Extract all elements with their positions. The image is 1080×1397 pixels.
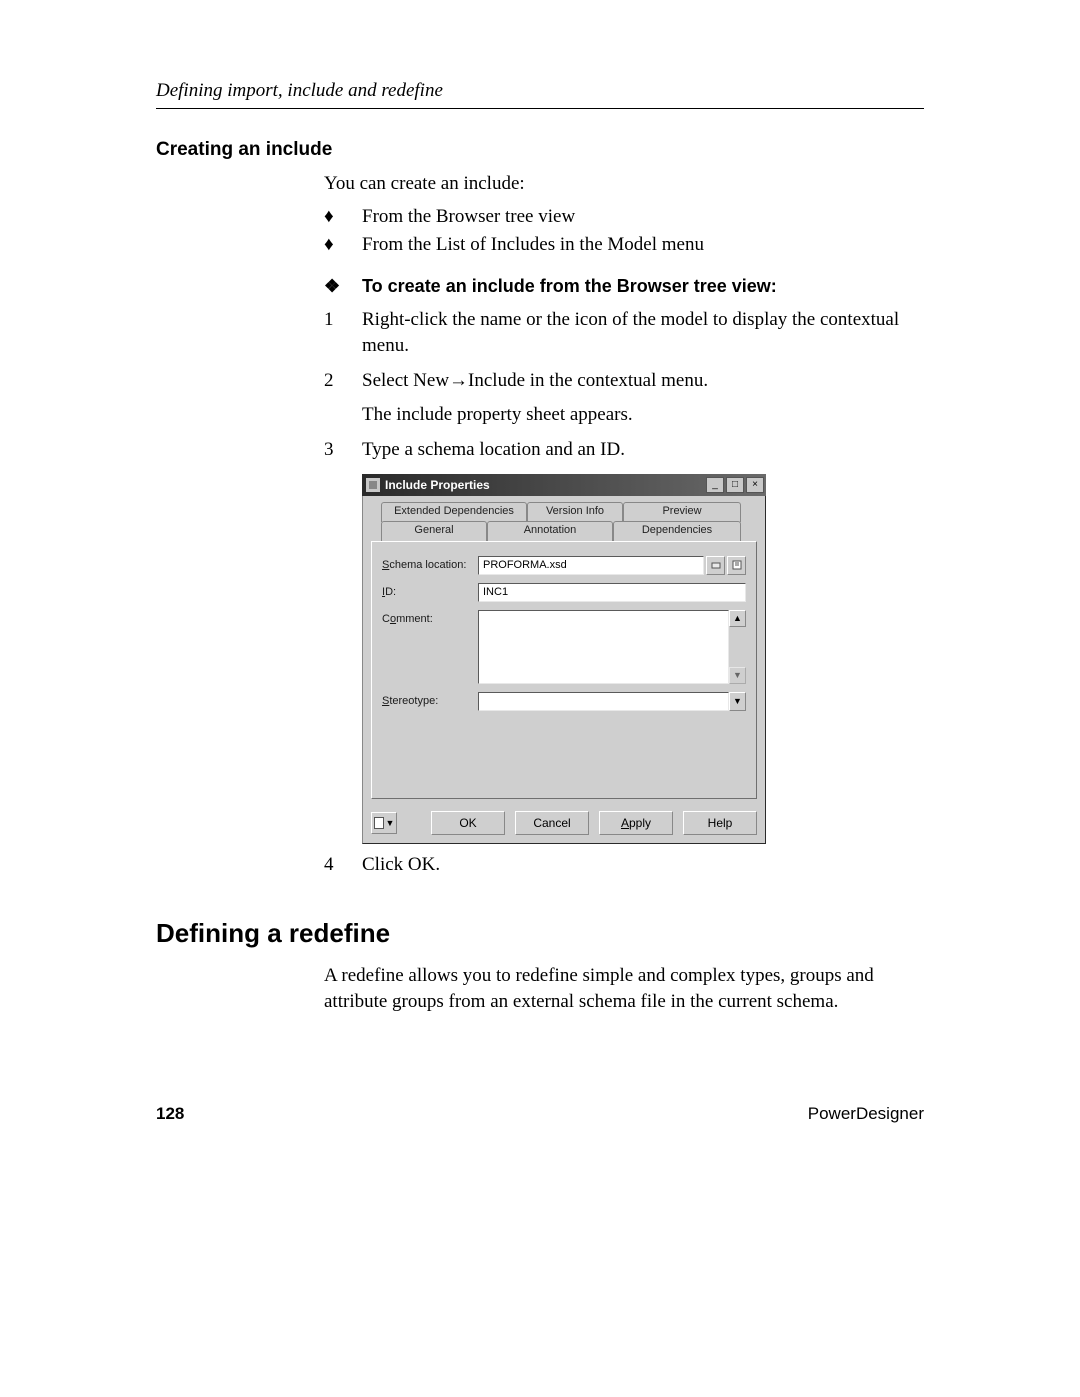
bullet-text: From the List of Includes in the Model m… [362, 231, 704, 260]
step-number: 4 [324, 852, 362, 879]
tab-preview[interactable]: Preview [623, 502, 741, 522]
tab-strip: Extended Dependencies Version Info Previ… [371, 502, 757, 542]
step-number: 1 [324, 307, 362, 360]
step-text: The include property sheet appears. [362, 402, 924, 429]
page-number: 128 [156, 1104, 184, 1124]
section-title-creating-include: Creating an include [156, 139, 924, 161]
include-properties-dialog: Include Properties _ □ × Extended Depend… [362, 474, 766, 844]
label-schema-location: Schema location: [382, 556, 478, 571]
minimize-button[interactable]: _ [706, 477, 724, 493]
browse-icon[interactable] [706, 556, 725, 575]
help-button[interactable]: Help [683, 811, 757, 835]
bullet-list: ♦ From the Browser tree view ♦ From the … [324, 203, 924, 260]
id-input[interactable]: INC1 [478, 583, 746, 602]
tab-version-info[interactable]: Version Info [527, 502, 623, 522]
dialog-title: Include Properties [385, 478, 706, 492]
diamond-icon: ♦ [324, 203, 362, 232]
app-icon [366, 478, 380, 492]
step-text: Select New→Include in the contextual men… [362, 368, 924, 395]
chevron-down-icon: ▼ [386, 818, 395, 828]
tab-extended-dependencies[interactable]: Extended Dependencies [381, 502, 527, 522]
document-icon [374, 817, 384, 829]
fleur-icon: ❖ [324, 276, 362, 297]
stereotype-combo[interactable] [478, 692, 729, 711]
section-title-defining-redefine: Defining a redefine [156, 918, 924, 949]
label-id: ID: [382, 583, 478, 598]
close-button[interactable]: × [746, 477, 764, 493]
ok-button[interactable]: OK [431, 811, 505, 835]
properties-icon[interactable] [727, 556, 746, 575]
tab-annotation[interactable]: Annotation [487, 521, 613, 541]
scroll-down-icon[interactable]: ▼ [729, 667, 746, 684]
step-text: Right-click the name or the icon of the … [362, 307, 924, 360]
menu-button[interactable]: ▼ [371, 812, 397, 834]
step-text: Type a schema location and an ID. [362, 437, 924, 464]
label-stereotype: Stereotype: [382, 692, 478, 707]
cancel-button[interactable]: Cancel [515, 811, 589, 835]
product-name: PowerDesigner [808, 1104, 924, 1124]
comment-textarea[interactable] [478, 610, 729, 684]
tab-general[interactable]: General [381, 521, 487, 541]
diamond-icon: ♦ [324, 231, 362, 260]
maximize-button[interactable]: □ [726, 477, 744, 493]
chevron-down-icon[interactable]: ▼ [729, 692, 746, 711]
step-text: Click OK. [362, 852, 924, 879]
apply-button[interactable]: Apply [599, 811, 673, 835]
bullet-text: From the Browser tree view [362, 203, 575, 232]
step-spacer [324, 402, 362, 429]
dialog-titlebar[interactable]: Include Properties _ □ × [362, 474, 766, 496]
schema-location-input[interactable]: PROFORMA.xsd [478, 556, 704, 575]
scroll-up-icon[interactable]: ▲ [729, 610, 746, 627]
intro-text: You can create an include: [324, 171, 924, 197]
procedure-heading: To create an include from the Browser tr… [362, 276, 777, 297]
step-number: 3 [324, 437, 362, 464]
running-header: Defining import, include and redefine [156, 80, 924, 109]
redefine-paragraph: A redefine allows you to redefine simple… [324, 963, 924, 1014]
step-number: 2 [324, 368, 362, 395]
label-comment: Comment: [382, 610, 478, 625]
tab-panel-general: Schema location: PROFORMA.xsd ID: INC1 C… [371, 541, 757, 799]
tab-dependencies[interactable]: Dependencies [613, 521, 741, 541]
